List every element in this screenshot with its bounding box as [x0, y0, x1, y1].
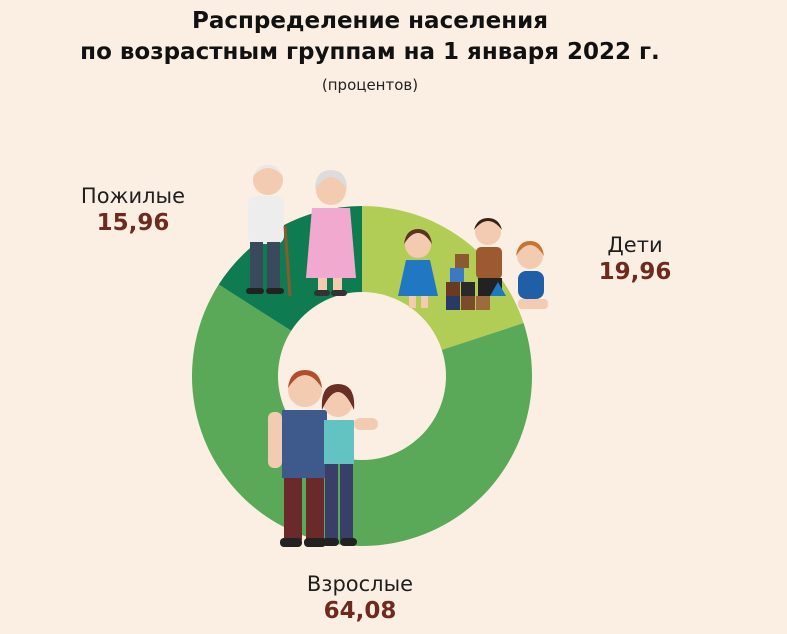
chart-title-line-1: Распределение населения — [191, 8, 549, 34]
adults-illustration — [268, 370, 378, 547]
slice-value-elderly: 15,96 — [96, 210, 170, 236]
slice-label-children: Дети 19,96 — [580, 233, 690, 285]
chart-title: Распределение населения по возрастным гр… — [0, 6, 740, 68]
slice-name-adults: Взрослые — [306, 572, 414, 596]
slice-value-children: 19,96 — [598, 259, 672, 285]
donut-slice-children — [362, 206, 524, 350]
chart-subtitle: (процентов) — [321, 76, 419, 94]
slice-label-elderly: Пожилые 15,96 — [58, 184, 208, 236]
slice-label-adults: Взрослые 64,08 — [260, 572, 460, 624]
elderly-couple-illustration — [246, 165, 356, 297]
slice-name-elderly: Пожилые — [80, 184, 186, 208]
donut-slice-adults — [192, 284, 532, 547]
chart-title-line-2: по возрастным группам на 1 января 2022 г… — [80, 39, 660, 65]
slice-name-children: Дети — [607, 233, 663, 257]
children-illustration — [398, 218, 548, 310]
slice-value-adults: 64,08 — [323, 598, 397, 624]
donut-slices — [192, 206, 532, 547]
